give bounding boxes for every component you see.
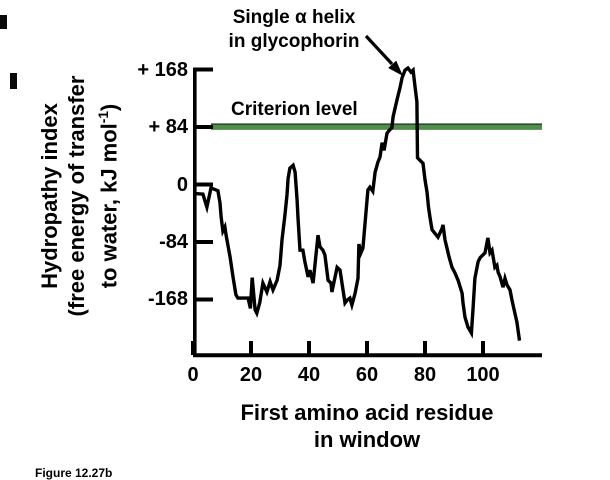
x-tick-label: 40 xyxy=(297,364,321,386)
annotation-arrow-shaft xyxy=(364,34,394,66)
figure-caption: Figure 12.27b xyxy=(35,466,113,480)
peak-annotation: Single α helix in glycophorin xyxy=(215,6,373,54)
x-axis-title: First amino acid residue in window xyxy=(217,399,517,453)
x-tick-label: 100 xyxy=(466,364,500,386)
peak-annotation-line1: Single α helix xyxy=(232,7,356,28)
hydropathy-curve xyxy=(192,65,522,341)
decorative-mark-1 xyxy=(0,15,7,29)
y-tick-label: -84 xyxy=(159,230,188,253)
x-tick-label: 80 xyxy=(413,364,437,386)
x-axis-title-line1: First amino acid residue xyxy=(240,400,494,425)
peak-annotation-line2: in glycophorin xyxy=(228,31,360,52)
x-axis-title-line2: in window xyxy=(313,427,421,452)
criterion-level-label: Criterion level xyxy=(231,99,358,120)
y-tick-label: + 168 xyxy=(137,58,188,81)
annotation-arrowhead-icon xyxy=(388,60,403,76)
y-tick-label: -168 xyxy=(147,288,188,311)
x-tick-label: 20 xyxy=(239,364,263,386)
axis-ticks xyxy=(191,67,485,355)
y-tick-label: 0 xyxy=(176,173,188,196)
decorative-mark-2 xyxy=(10,73,17,89)
y-tick-label: + 84 xyxy=(148,116,188,138)
x-tick-label: 60 xyxy=(355,364,379,386)
x-tick-label: 0 xyxy=(187,364,199,386)
